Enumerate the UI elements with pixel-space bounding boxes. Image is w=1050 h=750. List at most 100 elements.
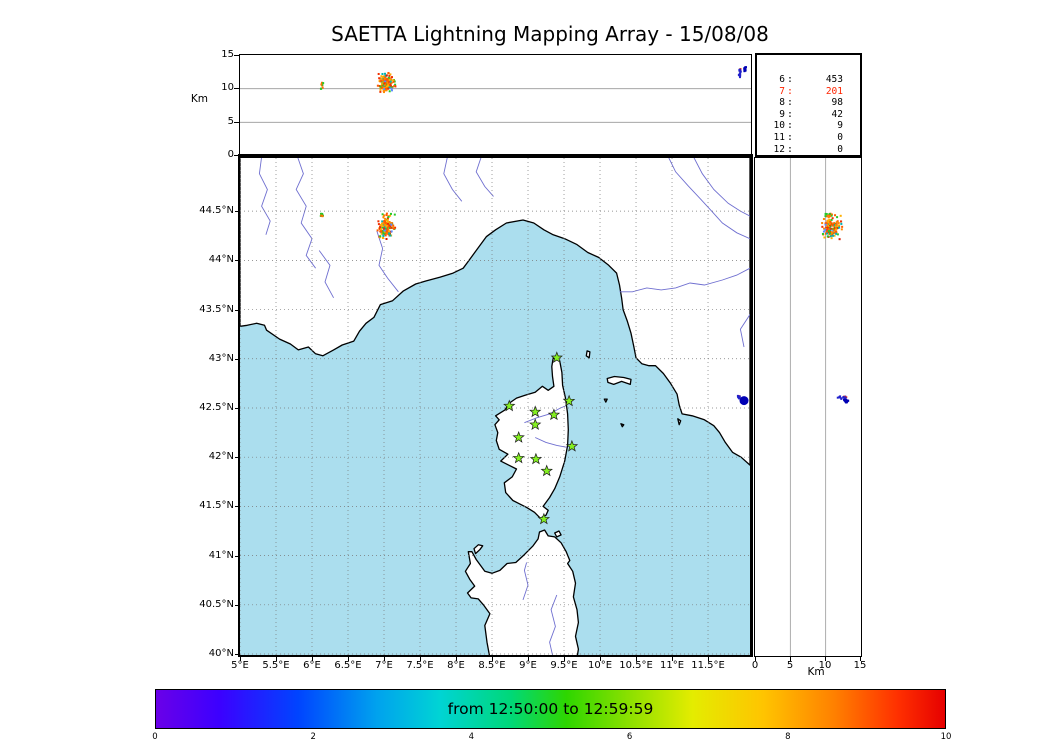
station-star-icon [529,405,542,418]
map-plot [240,158,750,655]
lon-tick-mark [456,657,457,661]
altitude-tick-label: 5 [227,115,234,127]
km-tick-mark [860,657,861,661]
altitude-tick-label: 15 [221,49,234,60]
colorbar-tick-label: 8 [785,732,791,742]
colorbar-tick-label: 6 [626,732,633,742]
lat-tick-mark [235,407,240,409]
station-stats-panel [755,53,862,157]
colorbar-tick-label: 10 [940,732,952,742]
lat-tick-label: 40°N [208,648,234,660]
land-layer [240,158,750,655]
stats-cell: : [787,143,793,155]
station-stats-rows: 6:453 7:201 8:98 9:42 10:9 11:0 12:0 [757,74,860,155]
lon-tick-label: 11.5°E [691,660,725,671]
altitude-longitude-plot [239,65,751,123]
km-tick-label: 15 [853,660,867,671]
lat-tick-label: 42°N [208,451,234,463]
lightning-sources-latitude [820,212,849,403]
altitude-tick-label: 10 [221,82,234,94]
lightning-sources-altitude [319,65,747,93]
stats-cell: 11 [773,131,785,143]
station-star-icon [529,452,543,465]
lon-tick-label: 10°E [587,660,613,671]
altitude-gridlines [239,87,751,123]
colorbar-label: from 12:50:00 to 12:59:59 [447,700,654,718]
lat-tick-label: 43.5°N [199,303,234,315]
stats-cell: : [787,74,793,85]
station-markers [503,351,579,525]
station-star-icon [565,439,579,452]
station-star-icon [512,451,525,464]
km-tick-mark [755,657,756,661]
stats-cell: 9 [837,120,843,132]
time-colorbar: from 12:50:00 to 12:59:59 [155,689,946,729]
lon-tick-mark [240,657,241,661]
stats-cell: 6 [779,74,785,85]
lon-tick-mark [348,657,349,661]
stats-cell: 10 [773,120,785,132]
lon-tick-label: 8°E [447,660,465,671]
lon-tick-mark [672,657,674,661]
lon-tick-mark [528,657,529,661]
lat-tick-mark [235,457,240,459]
altitude-tick-mark [234,55,239,56]
lat-tick-label: 41°N [208,549,234,561]
colorbar-tick-label: 2 [310,732,316,742]
lon-tick-mark [708,657,710,661]
lon-tick-label: 7°E [375,660,393,671]
stats-cell: 42 [831,108,843,120]
stats-cell: : [787,97,793,109]
stats-cell: : [787,108,793,120]
lat-tick-label: 44°N [208,254,234,266]
colorbar-tick-label: 0 [152,732,158,742]
stats-cell: : [787,120,793,132]
lat-tick-mark [235,260,240,262]
km-tick-mark [825,657,826,661]
lon-tick-mark [420,657,421,661]
stats-cell: 12 [773,143,785,155]
stats-row: 11: 0 [757,132,860,144]
stats-cell: 453 [825,74,843,85]
stats-row: 7: 201 [757,86,860,98]
stats-cell: : [787,85,793,97]
station-star-icon [529,418,542,431]
lon-tick-label: 5.5°E [262,660,290,671]
stats-cell: 8 [779,97,785,109]
stats-cell: 98 [831,97,843,109]
map-panel [238,154,753,657]
figure-title: SAETTA Lightning Mapping Array - 15/08/0… [331,22,769,46]
lon-tick-mark [564,657,565,661]
km-tick-label: 0 [751,660,759,671]
stats-cell: 9 [779,108,785,120]
lat-tick-mark [235,506,240,508]
lat-tick-label: 43°N [208,352,234,364]
lat-tick-mark [235,358,240,360]
lon-tick-label: 9°E [519,660,537,671]
lat-tick-label: 40.5°N [199,598,234,610]
lon-tick-label: 11°E [659,660,685,671]
station-star-icon [540,464,553,477]
lon-tick-mark [276,657,277,661]
km-tick-mark [790,657,791,661]
station-star-icon [550,351,563,363]
stats-row: 12: 0 [757,144,860,156]
lon-tick-label: 6.5°E [334,660,362,671]
altitude-longitude-panel [238,53,752,157]
stats-cell: 201 [825,85,843,97]
station-star-icon [503,399,516,412]
river-layer [258,158,750,655]
lon-tick-mark [384,657,385,661]
lon-tick-mark [492,657,493,661]
altitude-latitude-panel [753,156,862,657]
stats-row: 10: 9 [757,120,860,132]
km-tick-label: 10 [818,660,832,671]
stats-cell: 0 [837,131,843,143]
altitude-tick-mark [234,155,239,156]
lat-tick-mark [235,604,240,606]
stats-cell: 7 [779,85,785,97]
lat-tick-mark [235,309,240,311]
stats-cell: 0 [837,143,843,155]
lightning-sources-map [319,212,749,406]
